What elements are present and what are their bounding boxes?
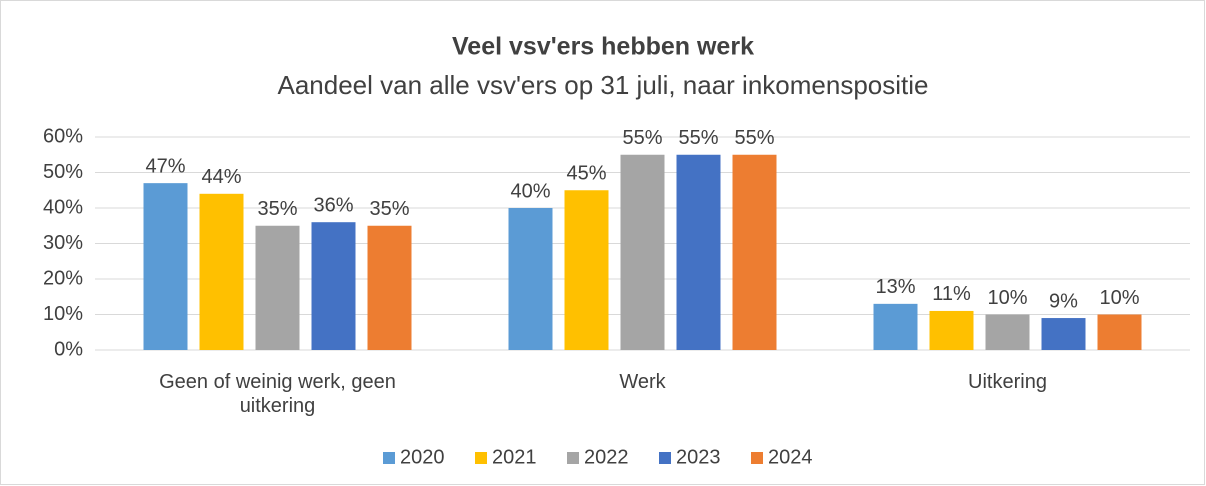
bar <box>676 154 721 350</box>
data-label: 45% <box>566 163 606 185</box>
data-label: 36% <box>313 194 353 216</box>
x-tick-label: Werk <box>619 371 666 393</box>
data-label: 35% <box>257 198 297 220</box>
legend-swatch <box>751 452 763 464</box>
bar <box>873 303 918 350</box>
data-label: 9% <box>1049 290 1078 312</box>
bar <box>255 225 300 350</box>
bar <box>564 190 609 350</box>
bar <box>1097 314 1142 350</box>
y-tick-label: 10% <box>43 303 83 325</box>
bar <box>929 310 974 350</box>
legend-label: 2021 <box>492 446 537 468</box>
y-tick-label: 50% <box>43 161 83 183</box>
legend-swatch <box>659 452 671 464</box>
legend-swatch <box>567 452 579 464</box>
data-label: 11% <box>932 283 971 305</box>
bar <box>143 183 188 350</box>
data-label: 47% <box>145 155 185 177</box>
data-label: 44% <box>201 166 241 188</box>
bar <box>508 208 553 350</box>
data-label: 10% <box>987 287 1027 309</box>
data-label: 10% <box>1099 287 1139 309</box>
legend-swatch <box>475 452 487 464</box>
bar <box>732 154 777 350</box>
y-tick-label: 40% <box>43 196 83 218</box>
y-tick-label: 60% <box>43 125 83 147</box>
bar <box>311 222 356 350</box>
data-label: 55% <box>622 127 662 149</box>
legend-swatch <box>383 452 395 464</box>
data-label: 13% <box>875 276 915 298</box>
y-tick-label: 20% <box>43 267 83 289</box>
data-label: 55% <box>678 127 718 149</box>
legend-label: 2022 <box>584 446 629 468</box>
chart-subtitle: Aandeel van alle vsv'ers op 31 juli, naa… <box>277 70 928 100</box>
legend-label: 2024 <box>768 446 813 468</box>
bar <box>1041 318 1086 350</box>
x-tick-label: Geen of weinig werk, geen uitkering <box>159 371 396 417</box>
bar <box>620 154 665 350</box>
data-label: 35% <box>369 198 409 220</box>
bar <box>367 225 412 350</box>
chart-title: Veel vsv'ers hebben werk <box>452 33 754 61</box>
bar <box>199 193 244 350</box>
legend-label: 2023 <box>676 446 721 468</box>
bar <box>985 314 1030 350</box>
y-tick-label: 0% <box>54 338 83 360</box>
data-label: 55% <box>734 127 774 149</box>
x-tick-label: Uitkering <box>968 371 1047 393</box>
y-tick-label: 30% <box>43 232 83 254</box>
data-label: 40% <box>510 180 550 202</box>
legend-label: 2020 <box>400 446 445 468</box>
